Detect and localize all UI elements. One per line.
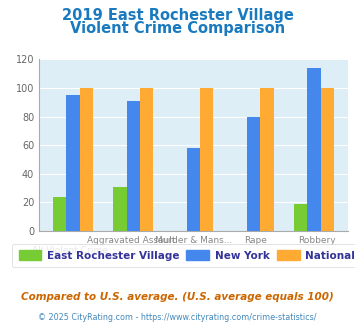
Bar <box>53 197 66 231</box>
Legend: East Rochester Village, New York, National: East Rochester Village, New York, Nation… <box>12 244 355 267</box>
Text: Robbery: Robbery <box>298 236 336 245</box>
Text: Murder & Mans...: Murder & Mans... <box>155 236 232 245</box>
Bar <box>66 95 80 231</box>
Bar <box>260 88 274 231</box>
Bar <box>321 88 334 231</box>
Text: 2019 East Rochester Village: 2019 East Rochester Village <box>61 8 294 23</box>
Bar <box>294 204 307 231</box>
Text: Compared to U.S. average. (U.S. average equals 100): Compared to U.S. average. (U.S. average … <box>21 292 334 302</box>
Text: All Violent Crime: All Violent Crime <box>32 246 108 255</box>
Bar <box>140 88 153 231</box>
Text: © 2025 CityRating.com - https://www.cityrating.com/crime-statistics/: © 2025 CityRating.com - https://www.city… <box>38 313 317 322</box>
Text: Violent Crime Comparison: Violent Crime Comparison <box>70 21 285 36</box>
Bar <box>187 148 200 231</box>
Text: Aggravated Assault: Aggravated Assault <box>87 236 176 245</box>
Bar <box>307 68 321 231</box>
Bar <box>127 101 140 231</box>
Bar <box>113 187 127 231</box>
Bar <box>247 116 260 231</box>
Bar <box>200 88 213 231</box>
Text: Rape: Rape <box>244 236 267 245</box>
Bar <box>80 88 93 231</box>
